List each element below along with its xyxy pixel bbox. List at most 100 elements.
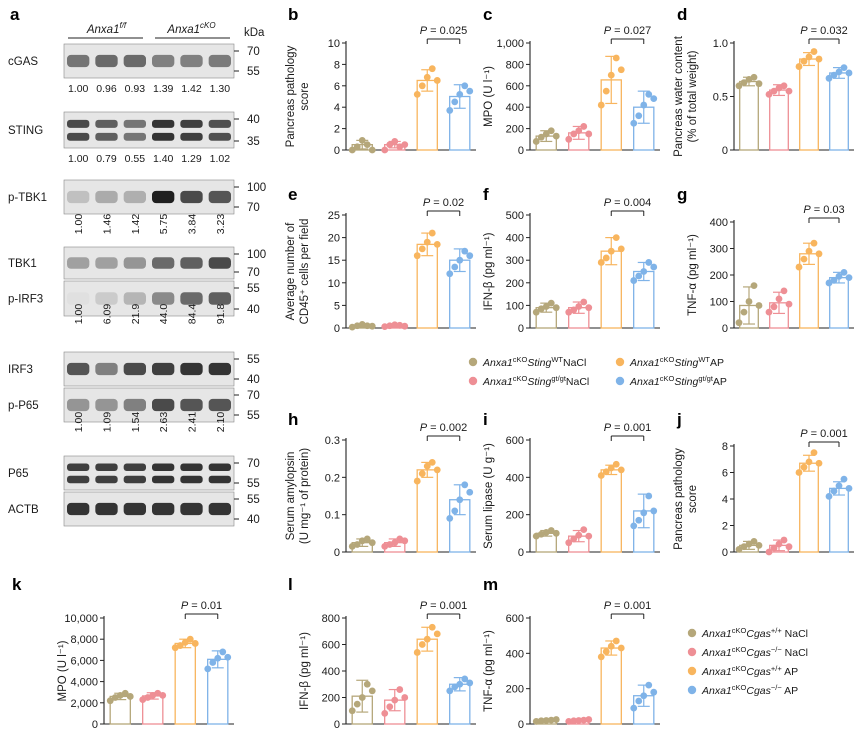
data-point — [176, 642, 184, 649]
blot-band — [67, 54, 90, 68]
y-tick-label: 0.5 — [713, 92, 728, 104]
data-point — [532, 138, 540, 145]
data-point — [547, 299, 555, 307]
quant-value: 1.00 — [73, 304, 85, 325]
quant-value: 0.93 — [125, 83, 146, 95]
blot-membrane — [63, 179, 235, 215]
data-point — [830, 487, 838, 495]
y-tick-label: 0.1 — [325, 510, 340, 522]
data-point — [735, 319, 743, 327]
data-point — [785, 87, 793, 95]
data-point — [575, 717, 583, 724]
data-point — [386, 703, 394, 711]
group-label-wt: Anxa1f/f — [86, 21, 127, 36]
legend-sup: cKO — [732, 664, 747, 673]
marker-kda: 70 — [247, 267, 260, 279]
data-point — [423, 462, 431, 470]
data-point — [575, 127, 583, 135]
blot-band — [152, 502, 175, 516]
data-point — [433, 240, 441, 248]
data-point — [433, 77, 441, 84]
y-axis-label: score — [299, 82, 311, 110]
data-point — [585, 716, 593, 723]
data-point — [745, 540, 753, 548]
data-point — [363, 680, 371, 688]
p-value-number: = 0.001 — [611, 422, 651, 434]
data-point — [358, 136, 366, 144]
bar — [174, 642, 196, 725]
blot-band — [67, 475, 90, 484]
data-point — [547, 127, 555, 135]
legend-item: Anxa1cKOStingWTNaCl — [468, 355, 586, 369]
data-point — [740, 543, 748, 551]
data-point — [381, 146, 389, 154]
data-point — [413, 90, 421, 98]
y-tick-label: 4 — [334, 102, 340, 114]
y-tick-label: 400 — [710, 217, 728, 229]
data-point — [565, 539, 573, 547]
quant-value: 1.02 — [210, 153, 231, 165]
data-point — [461, 82, 469, 90]
blot-band — [208, 502, 231, 516]
legend-label: Anxa1cKOStingWTNaCl — [482, 355, 586, 369]
data-point — [780, 287, 788, 295]
data-point — [800, 57, 808, 65]
y-axis-label: score — [687, 485, 699, 513]
quant-value: 2.10 — [215, 412, 227, 433]
p-value-number: = 0.025 — [427, 25, 467, 37]
panel-label: i — [483, 410, 488, 429]
y-tick-label: 0 — [518, 145, 524, 157]
y-tick-label: 0 — [334, 719, 340, 731]
chart-e: e 0 5 10 15 20 25 Average number of CD45⁺ cells … — [285, 185, 476, 335]
p-value: P = 0.02 — [423, 197, 464, 209]
p-value-number: = 0.001 — [808, 428, 848, 440]
data-point — [401, 537, 409, 545]
data-point — [413, 477, 421, 485]
data-point — [461, 247, 469, 255]
panel-label: g — [677, 185, 687, 204]
data-point — [461, 481, 469, 489]
p-value: P = 0.001 — [604, 422, 651, 434]
blot-band — [123, 502, 146, 516]
p-value: P = 0.001 — [604, 600, 651, 612]
y-axis-label: Serum lipase (U g⁻¹) — [483, 443, 495, 549]
blot-band — [152, 119, 175, 128]
data-point — [358, 694, 366, 701]
blot-name: P65 — [8, 468, 28, 480]
legend-gene: Cgas — [746, 685, 771, 697]
data-point — [815, 250, 823, 258]
data-point — [635, 112, 643, 120]
legend-sup: cKO — [732, 626, 747, 635]
data-point — [735, 82, 743, 90]
data-point — [575, 531, 583, 539]
legend-swatch — [468, 357, 478, 367]
legend-gene: Anxa1 — [629, 376, 660, 388]
chart-i: i 0 200 400 600 Serum lipase (U g⁻¹) P = 0.001 — [483, 410, 660, 559]
blot-p-p65: p-P65 70 55 1.00 1.09 1.54 2.63 2.41 2.10 — [8, 387, 260, 433]
y-tick-label: 600 — [506, 613, 524, 625]
p-value: P = 0.001 — [800, 428, 847, 440]
data-point — [845, 485, 853, 492]
legend-sup: −/− — [771, 683, 782, 692]
chart-k: k 0 2,000 4,000 6,000 8,000 10,000 MPO (U l⁻¹) P… — [12, 575, 234, 731]
y-axis-label: Pancreas pathology — [673, 448, 685, 550]
quant-value: 1.00 — [68, 153, 89, 165]
panel-label: m — [483, 575, 498, 594]
quant-value: 1.30 — [210, 83, 231, 95]
y-tick-label: 2,000 — [70, 698, 98, 710]
legend-sup: +/+ — [771, 664, 782, 673]
p-value-symbol: P — [604, 197, 612, 209]
y-tick-label: 8 — [334, 59, 340, 71]
legend-swatch — [687, 666, 697, 676]
y-tick-label: 0 — [518, 323, 524, 335]
data-point — [775, 540, 783, 548]
data-point — [825, 279, 833, 287]
data-point — [418, 641, 426, 648]
data-point — [401, 141, 409, 149]
legend-gene: Sting — [674, 357, 698, 369]
data-point — [381, 710, 389, 717]
data-point — [423, 73, 431, 81]
chart-j: j 0 2 4 6 8 Pancreas pathology score P = 0.001 — [673, 410, 854, 559]
p-value-number: = 0.004 — [611, 197, 651, 209]
y-tick-label: 0.3 — [325, 435, 340, 447]
